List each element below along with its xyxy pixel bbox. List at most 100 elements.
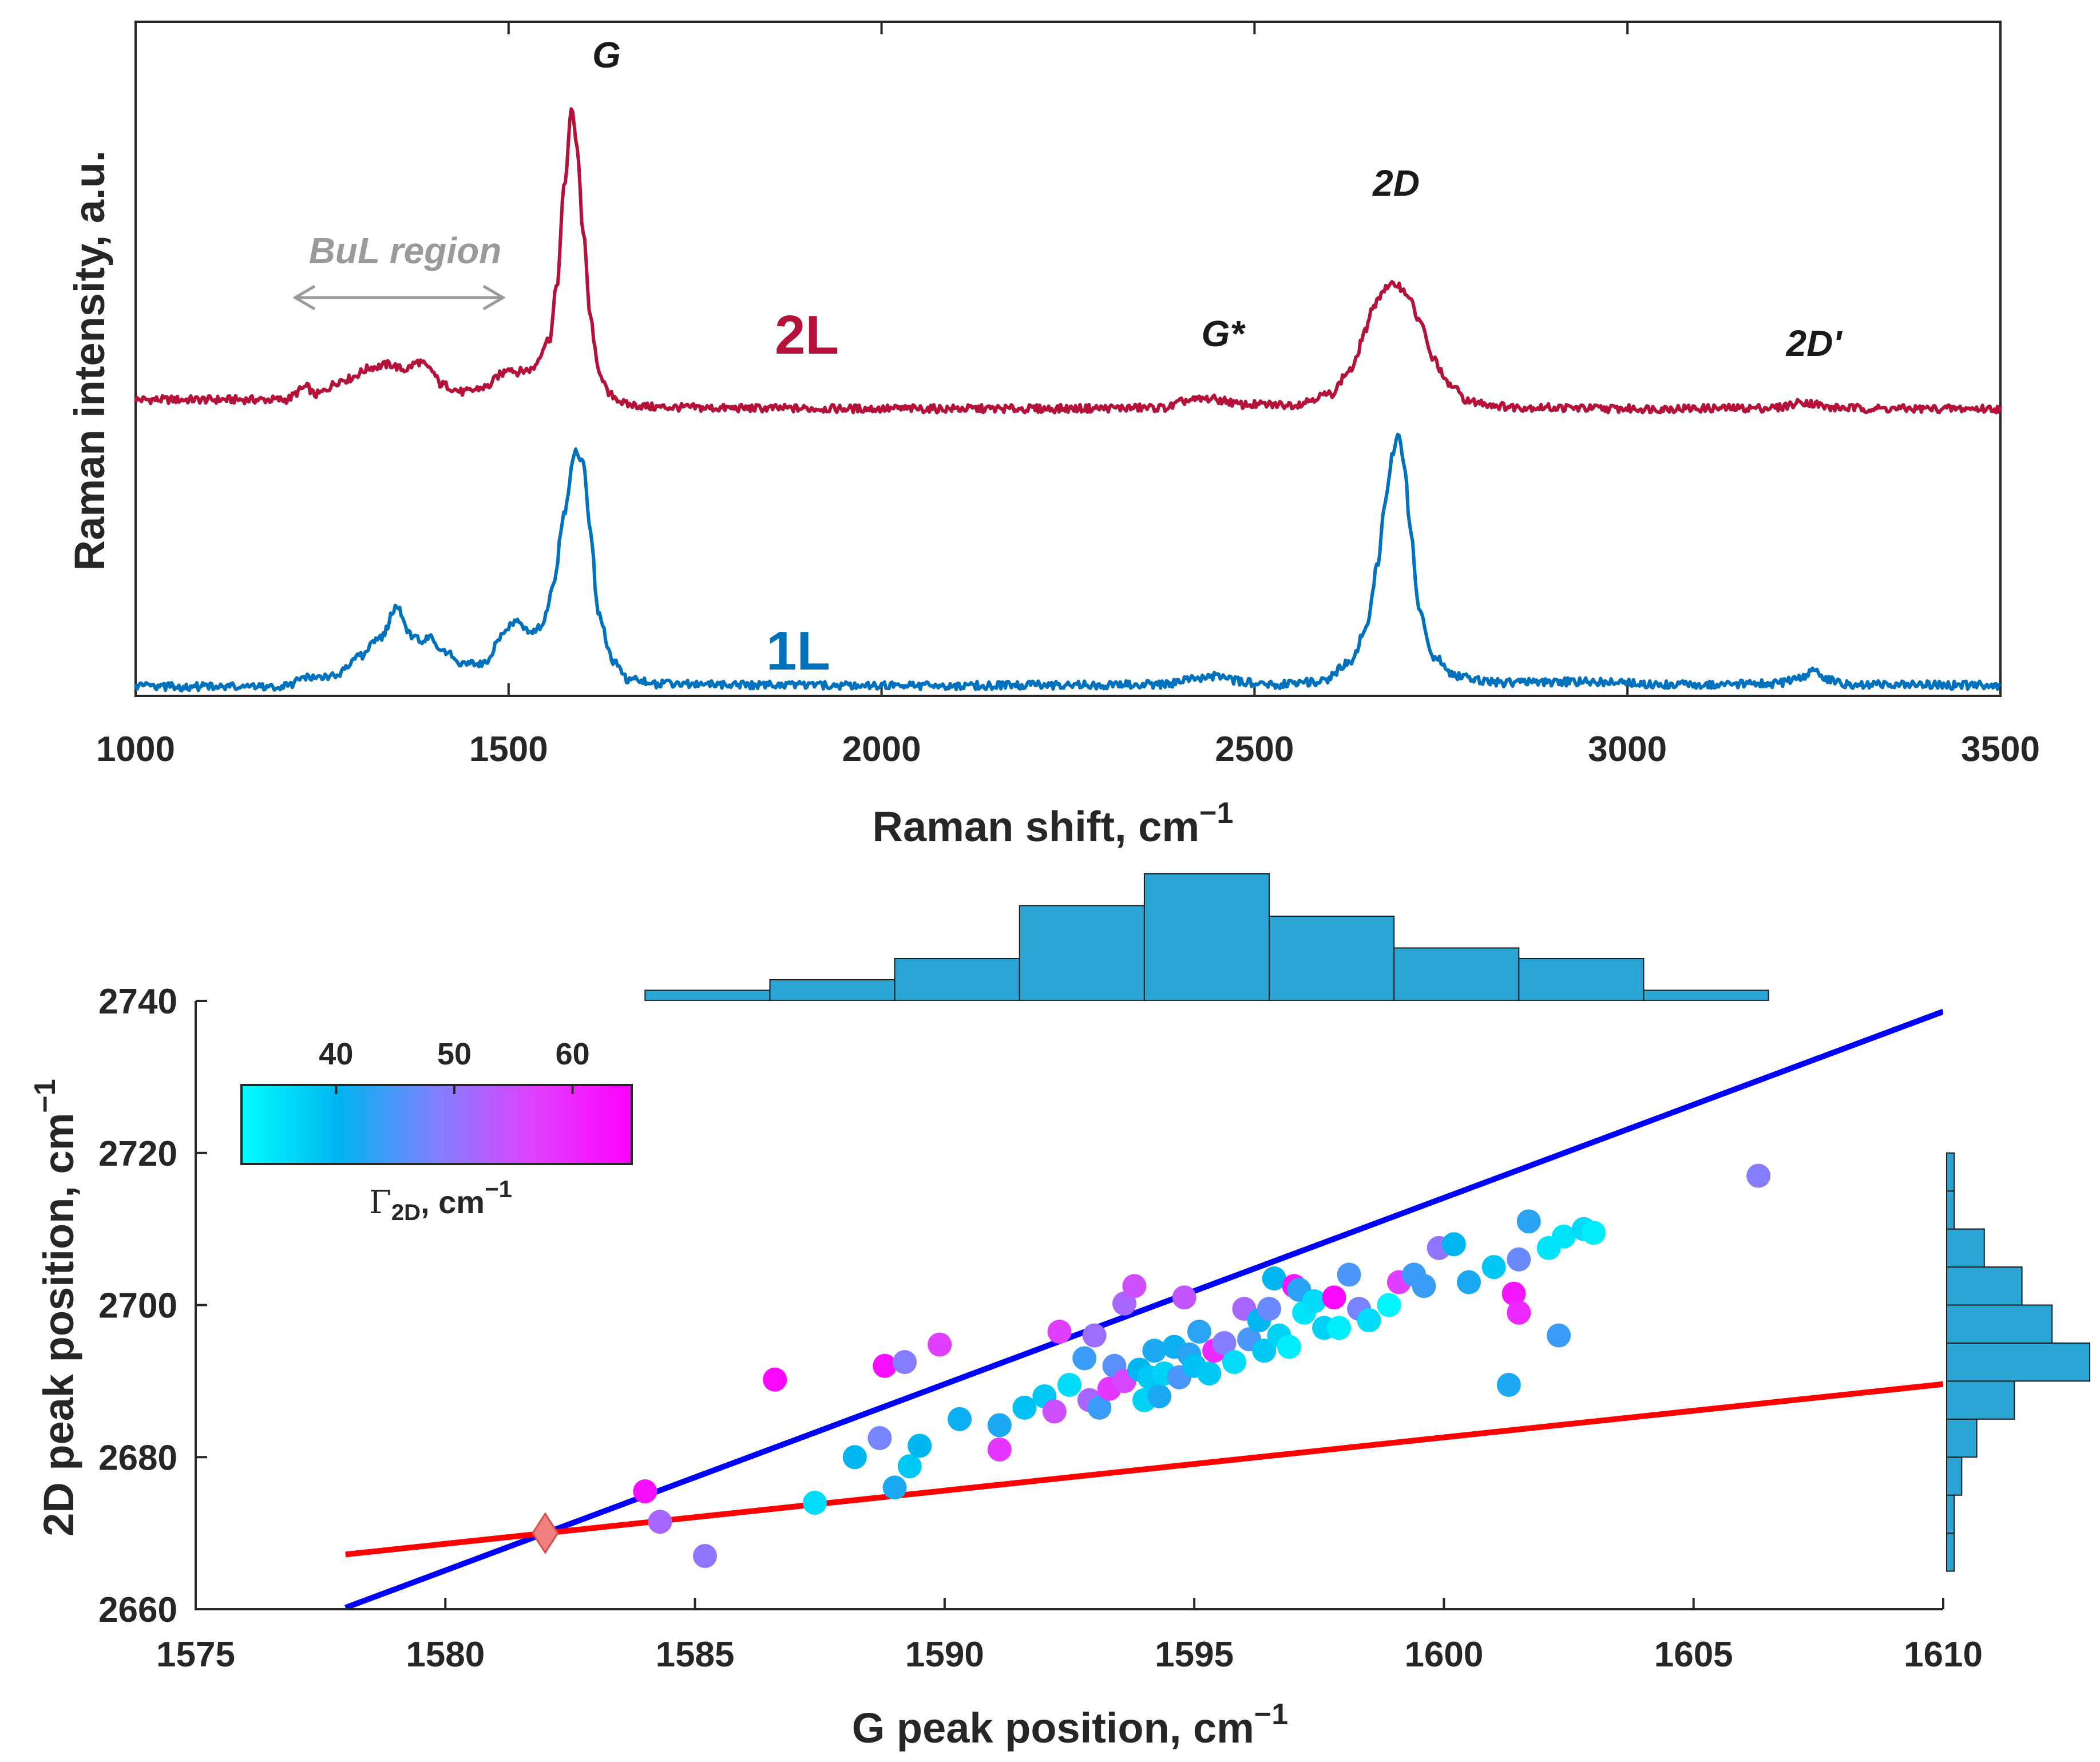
correlation-x-tick-label: 1585 [656, 1635, 735, 1674]
peak-label-2d: 2D [1372, 163, 1420, 204]
scatter-point [763, 1367, 787, 1392]
fit-lines [344, 1008, 1943, 1609]
peak-label-g: G [592, 34, 621, 76]
scatter-point [1507, 1247, 1531, 1272]
histogram-bar [769, 979, 896, 1001]
scatter-point [1212, 1331, 1237, 1355]
scatter-point [897, 1454, 922, 1479]
scatter-point [1222, 1350, 1246, 1375]
correlation-chart: 1575 1580 1585 1590 1595 1600 1605 1610 2660 2680… [29, 873, 2090, 1752]
scatter-point [987, 1413, 1012, 1438]
spectrum-y-axis-label: Raman intensity, a.u. [66, 151, 113, 571]
scatter-point [1042, 1399, 1067, 1424]
histogram-bar [1946, 1228, 1985, 1268]
correlation-x-tick-label: 1595 [1155, 1635, 1234, 1674]
histogram-bar [1019, 905, 1145, 1001]
2d-position-histogram [1946, 1152, 2090, 1572]
histogram-bar [1946, 1342, 2090, 1382]
correlation-x-tick-label: 1580 [406, 1635, 485, 1674]
histogram-bar [1269, 916, 1395, 1001]
reference-diamond [532, 1512, 559, 1554]
scatter-point [1142, 1339, 1167, 1363]
scatter-point [1082, 1323, 1107, 1348]
histogram-bar [1143, 873, 1270, 1001]
strain-line [344, 1008, 1943, 1609]
scatter-point [1457, 1270, 1481, 1294]
scatter-point [1262, 1266, 1286, 1290]
scatter-point [1057, 1373, 1081, 1397]
colorbar: 40 50 60 Γ2D, cm−1 [240, 1037, 633, 1225]
spectrum-x-ticks: 1000 1500 2000 2500 3000 3500 [96, 22, 2040, 769]
spectrum-line-1l [134, 433, 2001, 692]
scatter-point [693, 1543, 718, 1568]
scatter-point [1507, 1300, 1531, 1325]
spectrum-x-tick-label: 2000 [842, 730, 921, 769]
scatter-point [1337, 1262, 1361, 1287]
scatter-point [648, 1510, 672, 1534]
scatter-point [1302, 1289, 1326, 1313]
scatter-point [633, 1479, 657, 1504]
scatter-point [867, 1426, 892, 1451]
scatter-point [882, 1475, 907, 1500]
scatter-point [987, 1437, 1012, 1462]
histogram-bar [1518, 958, 1645, 1001]
scatter-point [1441, 1232, 1466, 1257]
histogram-bar [1393, 947, 1520, 1001]
correlation-x-tick-label: 1610 [1904, 1635, 1983, 1674]
scatter-point [1547, 1323, 1571, 1348]
scatter-point [1257, 1297, 1282, 1321]
scatter-point [1072, 1346, 1097, 1371]
colorbar-tick-label: 60 [556, 1037, 590, 1071]
correlation-y-tick-label: 2700 [98, 1286, 177, 1326]
scatter-point [1516, 1209, 1541, 1234]
scatter-point [1481, 1255, 1506, 1280]
histogram-bar [1946, 1266, 2023, 1306]
spectrum-plot-area [134, 21, 2002, 697]
histogram-bar [1946, 1456, 1963, 1496]
scatter-point [1172, 1285, 1196, 1310]
correlation-y-tick-label: 2680 [98, 1438, 177, 1478]
g-position-histogram [644, 873, 1769, 1001]
histogram-bar [894, 958, 1020, 1001]
histogram-bar [1946, 1380, 2015, 1420]
histogram-bar [1946, 1494, 1955, 1534]
scatter-point [1551, 1224, 1576, 1249]
reference-point [532, 1512, 559, 1554]
scatter-point [1501, 1281, 1526, 1306]
spectrum-chart: 1000 1500 2000 2500 3000 3500 G 2D G* 2D' BuL… [66, 21, 2040, 850]
colorbar-tick-label: 50 [437, 1037, 471, 1071]
scatter-point [1357, 1308, 1381, 1333]
histogram-bar [644, 989, 771, 1001]
spectrum-x-tick-label: 2500 [1215, 730, 1294, 769]
correlation-axis-ticks: 1575 1580 1585 1590 1595 1600 1605 1610 2660 2680… [98, 982, 1983, 1674]
spectrum-x-tick-label: 3000 [1588, 730, 1667, 769]
colorbar-gradient [240, 1084, 633, 1165]
peak-label-g-star: G* [1202, 313, 1246, 354]
scatter-point [1047, 1320, 1072, 1344]
scatter-point [842, 1445, 867, 1470]
series-label-1l: 1L [766, 620, 830, 682]
histogram-bar [1946, 1190, 1955, 1230]
histogram-bar [1946, 1418, 1978, 1458]
correlation-y-tick-label: 2720 [98, 1134, 177, 1174]
scatter-point [928, 1332, 952, 1357]
scatter-point [1412, 1274, 1436, 1298]
bul-region-label: BuL region [309, 230, 502, 271]
spectrum-line-2l [134, 107, 2002, 415]
scatter-point [1582, 1221, 1606, 1245]
correlation-axes [195, 1001, 1943, 1610]
correlation-x-tick-label: 1575 [156, 1635, 235, 1674]
scatter-point [1122, 1274, 1147, 1298]
histogram-bar [1946, 1304, 2053, 1344]
scatter-point [1746, 1163, 1771, 1188]
scatter-point [1087, 1395, 1112, 1420]
histogram-bar [1643, 989, 1769, 1001]
scatter-point [1277, 1335, 1301, 1359]
colorbar-tick-label: 40 [319, 1037, 353, 1071]
correlation-y-tick-label: 2740 [98, 982, 177, 1021]
spectrum-x-tick-label: 3500 [1961, 730, 2040, 769]
spectrum-x-tick-label: 1000 [96, 730, 175, 769]
histogram-bar [1946, 1533, 1955, 1572]
correlation-y-tick-label: 2660 [98, 1590, 177, 1630]
scatter-point [1322, 1285, 1346, 1310]
